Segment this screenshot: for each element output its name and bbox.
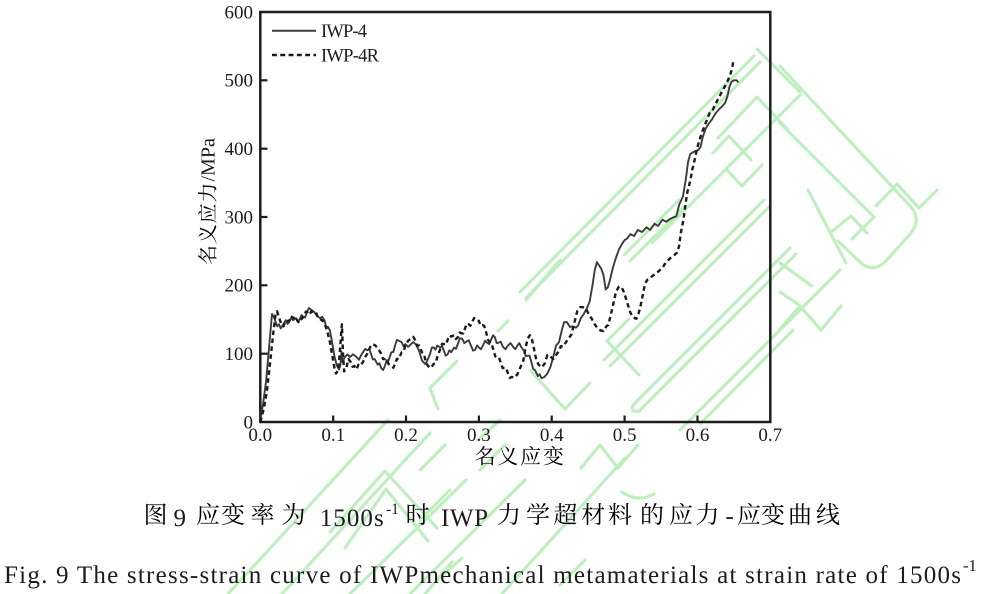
svg-text:0: 0 [244, 412, 254, 433]
svg-text:500: 500 [225, 71, 254, 92]
svg-text:0.5: 0.5 [613, 425, 637, 446]
svg-text:0.6: 0.6 [686, 425, 710, 446]
svg-text:-1: -1 [386, 501, 399, 518]
svg-text:600: 600 [225, 2, 254, 23]
svg-text:0.1: 0.1 [321, 425, 345, 446]
svg-text:IWP: IWP [441, 505, 488, 532]
svg-text:Fig. 9 The stress-strain curve: Fig. 9 The stress-strain curve of IWPmec… [4, 562, 961, 589]
svg-text:-: - [726, 503, 734, 530]
svg-text:200: 200 [225, 276, 254, 297]
svg-text:9: 9 [174, 505, 187, 532]
svg-text:0.0: 0.0 [248, 425, 272, 446]
svg-text:0.3: 0.3 [467, 425, 491, 446]
svg-text:/MPa: /MPa [197, 138, 219, 181]
svg-text:300: 300 [225, 207, 254, 228]
svg-text:0.4: 0.4 [540, 425, 564, 446]
svg-text:1500s: 1500s [320, 505, 384, 532]
svg-text:0.7: 0.7 [758, 425, 782, 446]
svg-text:100: 100 [225, 344, 254, 365]
svg-text:IWP-4: IWP-4 [321, 22, 367, 42]
svg-text:0.2: 0.2 [394, 425, 418, 446]
svg-text:-1: -1 [963, 556, 977, 575]
svg-text:400: 400 [225, 139, 254, 160]
svg-text:IWP-4R: IWP-4R [321, 47, 380, 67]
